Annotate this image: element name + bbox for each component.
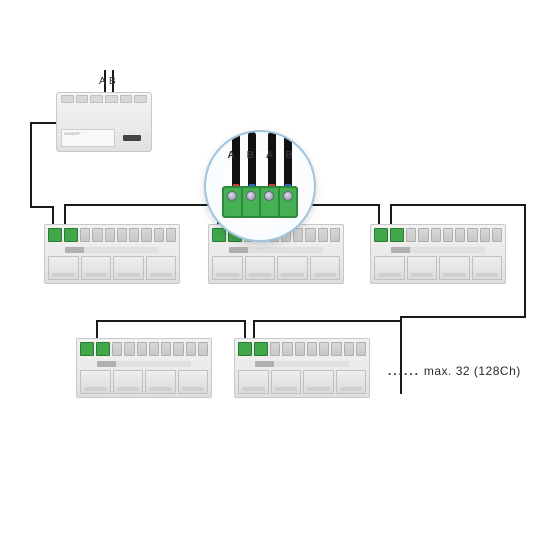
- relay-module-1: [44, 224, 180, 284]
- zoom-label-b2: B: [285, 150, 292, 161]
- terminal-zoom-detail: A B A B: [204, 130, 316, 242]
- terminal-label-b: B: [109, 76, 116, 87]
- diagram-canvas: SONOFF A B A B A B: [0, 0, 550, 550]
- continuation-dots: ......: [388, 364, 420, 378]
- zoom-label-b1: B: [247, 150, 254, 161]
- max-count-text: max. 32 (128Ch): [424, 364, 521, 378]
- master-module: SONOFF: [56, 92, 152, 152]
- relay-module-3: [370, 224, 506, 284]
- zoom-terminal-block: [222, 186, 298, 218]
- terminal-label-a: A: [99, 76, 106, 87]
- zoom-label-a2: A: [266, 150, 273, 161]
- relay-module-5: [234, 338, 370, 398]
- max-modules-label: ...... max. 32 (128Ch): [388, 364, 521, 378]
- relay-module-4: [76, 338, 212, 398]
- module-label-plate: SONOFF: [61, 129, 115, 147]
- zoom-label-a1: A: [228, 150, 235, 161]
